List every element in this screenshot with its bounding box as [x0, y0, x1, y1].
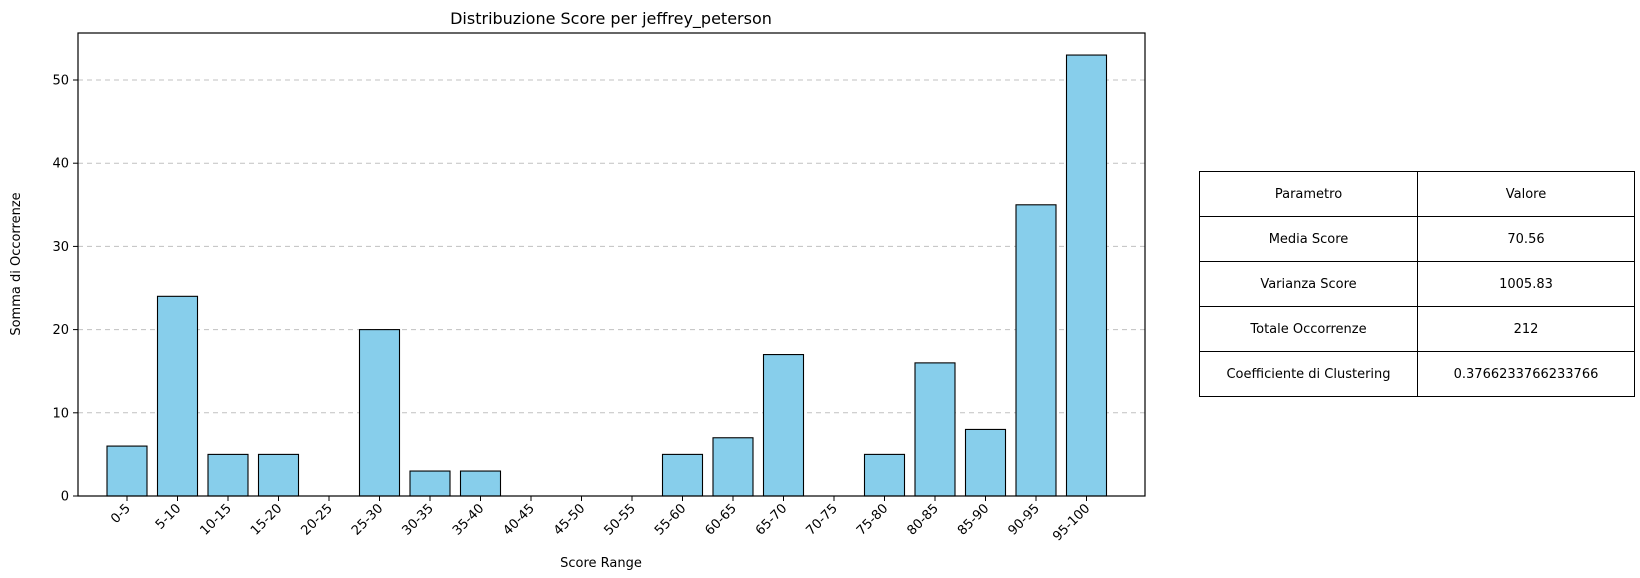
- x-tick-label: 45-50: [551, 501, 588, 538]
- table-cell: 1005.83: [1417, 261, 1635, 307]
- bar: [409, 470, 451, 497]
- x-tick-label: 95-100: [1050, 501, 1093, 544]
- x-tick-label: 15-20: [248, 501, 285, 538]
- x-tick-label: 90-95: [1006, 501, 1043, 538]
- x-tick-label: 5-10: [153, 501, 184, 532]
- table-header-cell: Valore: [1417, 171, 1635, 217]
- table-row: Totale Occorrenze 212: [1199, 306, 1635, 352]
- table-cell: 0.3766233766233766: [1417, 351, 1635, 397]
- bar: [1015, 204, 1057, 497]
- chart-title: Distribuzione Score per jeffrey_peterson: [450, 9, 772, 29]
- x-tick-label: 35-40: [450, 501, 487, 538]
- y-axis-label: Somma di Occorrenze: [9, 192, 24, 335]
- table-cell: 70.56: [1417, 216, 1635, 262]
- bar: [257, 453, 300, 497]
- table-cell: Media Score: [1199, 216, 1418, 262]
- bars: [106, 54, 1108, 497]
- y-tick-label: 30: [52, 240, 69, 255]
- table-row: Varianza Score 1005.83: [1199, 261, 1635, 307]
- x-tick-label: 60-65: [703, 501, 740, 538]
- bar: [156, 295, 199, 497]
- table-row: Media Score 70.56: [1199, 216, 1635, 262]
- x-tick-label: 70-75: [804, 501, 841, 538]
- table-cell: Varianza Score: [1199, 261, 1418, 307]
- table-cell: 212: [1417, 306, 1635, 352]
- x-tick-label: 30-35: [400, 501, 437, 538]
- bar: [661, 453, 704, 497]
- y-tick-label: 40: [52, 157, 69, 172]
- bar: [712, 437, 754, 497]
- table-header-cell: Parametro: [1199, 171, 1418, 217]
- x-tick-label: 75-80: [854, 501, 891, 538]
- plot-frame: [77, 32, 1146, 497]
- y-axis-ticks: 0 10 20 30 40 50: [52, 74, 78, 505]
- x-tick-label: 40-45: [501, 501, 538, 538]
- x-tick-label: 20-25: [299, 501, 336, 538]
- bar-chart: 0 10 20 30 40 50 0-5 5-10 10-15 15-20 20-25 25-30 3…: [9, 9, 1146, 571]
- y-tick-label: 20: [52, 323, 69, 338]
- y-tick-label: 50: [52, 74, 69, 89]
- x-tick-label: 50-55: [602, 501, 639, 538]
- grid-lines: [78, 79, 1145, 414]
- table-cell: Totale Occorrenze: [1199, 306, 1418, 352]
- x-tick-label: 65-70: [753, 501, 790, 538]
- x-tick-label: 55-60: [652, 501, 689, 538]
- y-tick-label: 10: [52, 406, 69, 421]
- bar: [964, 428, 1007, 497]
- x-axis-label: Score Range: [560, 556, 642, 571]
- stats-table: Parametro Valore Media Score 70.56 Varia…: [1199, 171, 1635, 397]
- table-cell: Coefficiente di Clustering: [1199, 351, 1418, 397]
- bar: [914, 362, 956, 497]
- x-tick-label: 10-15: [198, 501, 235, 538]
- bar: [863, 453, 906, 497]
- x-tick-label: 80-85: [905, 501, 942, 538]
- y-tick-label: 0: [61, 490, 69, 505]
- bar: [207, 453, 249, 497]
- bar: [762, 354, 805, 497]
- table-header-row: Parametro Valore: [1199, 171, 1635, 217]
- x-tick-label: 25-30: [349, 501, 386, 538]
- bar: [1065, 54, 1108, 497]
- table-row: Coefficiente di Clustering 0.37662337662…: [1199, 351, 1635, 397]
- x-axis-ticks: 0-5 5-10 10-15 15-20 20-25 25-30 30-35 35-40 40-…: [108, 496, 1093, 544]
- x-tick-label: 0-5: [108, 501, 134, 527]
- bar: [459, 470, 502, 497]
- bar: [106, 445, 148, 497]
- x-tick-label: 85-90: [955, 501, 992, 538]
- bar: [358, 329, 401, 497]
